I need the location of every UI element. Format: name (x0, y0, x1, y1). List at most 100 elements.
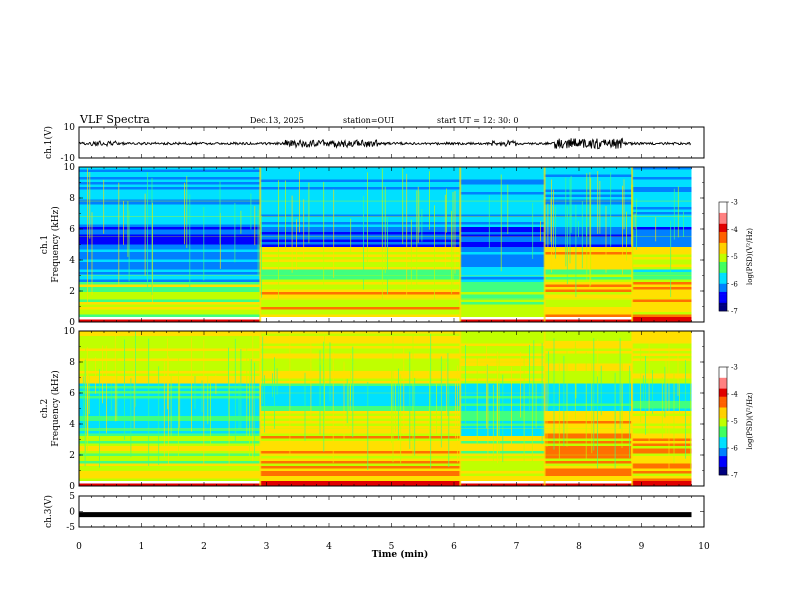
spectrogram-cell (544, 202, 633, 205)
colorbar-cell (719, 234, 727, 238)
x-tick-label: 4 (326, 542, 332, 552)
spectrogram-cell (460, 197, 546, 200)
spectrogram-cell (544, 381, 633, 384)
spectrogram-cell (632, 267, 692, 270)
spectrogram-cell (79, 214, 261, 218)
spectrogram-cell (79, 483, 261, 487)
spectrogram-cell (79, 423, 261, 427)
spectrogram-cell (260, 182, 461, 185)
spectrogram-cell (544, 471, 633, 474)
spectrogram-cell (544, 346, 633, 349)
spectrogram-cell (544, 222, 633, 225)
colorbar-cell (719, 410, 727, 414)
spectrogram-cell (544, 277, 633, 280)
spectrogram-cell (260, 279, 461, 283)
spectrogram-cell (460, 259, 546, 263)
spectrogram-cell (544, 187, 633, 190)
spectrogram-cell (460, 279, 546, 283)
spectrogram-cell (632, 312, 692, 315)
spectrogram-cell (79, 351, 261, 354)
spectrogram-cell (79, 172, 261, 175)
spectrogram-cell (260, 481, 461, 484)
spectrogram-cell (632, 438, 692, 442)
segment-boundary (459, 331, 462, 486)
spectrogram-cell (79, 346, 261, 349)
spectrogram-cell (544, 269, 633, 273)
spectrogram-cell (460, 331, 546, 334)
spectrogram-cell (260, 204, 461, 208)
spectrogram-cell (79, 232, 261, 235)
spectrogram-cell (632, 184, 692, 188)
colorbar-cell (719, 231, 727, 235)
date-label: Dec.13, 2025 (250, 116, 304, 125)
spectrogram-cell (260, 289, 461, 293)
spectrogram-cell (544, 338, 633, 342)
spectrogram-cell (460, 284, 546, 288)
spectrogram-cell (79, 388, 261, 392)
spectrogram-cell (79, 197, 261, 200)
spectrogram-cell (632, 346, 692, 349)
colorbar-cell (719, 218, 727, 222)
spectrogram-cell (79, 383, 261, 387)
spectrogram-cell (460, 287, 546, 290)
spectrogram-cell (632, 309, 692, 313)
spectrogram-cell (460, 483, 546, 487)
spectrogram-cell (632, 222, 692, 225)
spectrogram-cell (460, 224, 546, 228)
spectrogram-cell (260, 331, 461, 334)
spectrogram-cell (260, 307, 461, 310)
spectrogram-cell (260, 413, 461, 417)
spectrogram-cell (79, 353, 261, 357)
colorbar-cell (719, 442, 727, 446)
spectrogram-cell (460, 212, 546, 215)
spectrogram-cell (632, 272, 692, 275)
spectrogram-cell (544, 169, 633, 173)
spectrogram-cell (632, 182, 692, 185)
colorbar-cell (719, 391, 727, 395)
spectrogram-cell (79, 299, 261, 303)
spectrogram-cell (460, 252, 546, 255)
spectrogram-cell (79, 343, 261, 347)
spectrogram-cell (544, 413, 633, 417)
spectrogram-cell (544, 272, 633, 275)
spectrogram-cell (544, 289, 633, 293)
spectrogram-cell (260, 386, 461, 389)
spectrogram-cell (632, 262, 692, 265)
spectrogram-cell (632, 351, 692, 354)
spectrogram-cell (79, 391, 261, 394)
colorbar-cell (719, 421, 727, 424)
spectrogram-cell (544, 204, 633, 208)
spectrogram-cell (260, 371, 461, 374)
spectrogram-cell (260, 287, 461, 290)
spectrogram-cell (260, 252, 461, 255)
spectrogram-cell (460, 219, 546, 223)
spectrogram-cell (260, 373, 461, 377)
spectrogram-cell (460, 333, 546, 337)
spectrogram-cell (79, 396, 261, 399)
spectrogram-cell (260, 194, 461, 198)
spectrogram-cell (460, 179, 546, 183)
y-axis-label: ch.1(V) (43, 126, 54, 159)
spectrogram-cell (632, 463, 692, 467)
spectrogram-cell (460, 192, 546, 195)
spectrogram-cell (632, 277, 692, 280)
x-tick-label: 10 (698, 542, 710, 552)
spectrogram-cell (260, 461, 461, 464)
spectrogram-cell (544, 336, 633, 339)
spectrogram-cell (79, 304, 261, 308)
spectrogram-cell (260, 411, 461, 414)
spectrogram-cell (544, 227, 633, 230)
spectrogram-cell (632, 292, 692, 295)
spectrogram-cell (632, 192, 692, 195)
spectrogram-cell (79, 309, 261, 313)
spectrogram-cell (79, 436, 261, 439)
colorbar-cell (719, 404, 727, 408)
spectrogram-cell (79, 219, 261, 223)
spectrogram-cell (260, 466, 461, 469)
spectrogram-cell (79, 368, 261, 372)
spectrogram-cell (260, 224, 461, 228)
spectrogram-cell (460, 229, 546, 233)
colorbar-tick-label: -3 (731, 199, 738, 207)
spectrogram-cell (460, 361, 546, 364)
colorbar-cell (719, 253, 727, 257)
